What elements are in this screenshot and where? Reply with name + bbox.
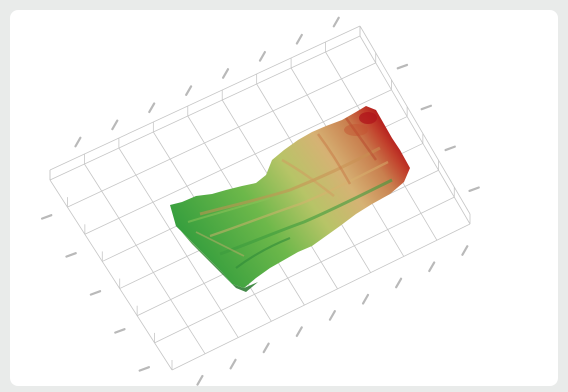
tick-mark [258, 50, 267, 62]
tick-mark [420, 104, 433, 111]
tick-mark [468, 186, 480, 193]
right-tick-label [420, 104, 433, 111]
tick-mark [332, 16, 340, 28]
grid-line-row [67, 62, 376, 208]
tick-mark [138, 366, 151, 372]
terrain-fill [170, 106, 410, 288]
grid-line-col [49, 179, 173, 371]
left-tick-label [138, 366, 151, 372]
tick-mark [65, 252, 77, 258]
tick-mark [295, 33, 303, 45]
top-tick-label [74, 136, 82, 148]
grid-line-row [84, 89, 392, 235]
terrain-surface [170, 106, 410, 292]
tick-mark [74, 136, 82, 148]
bottom-tick-label [295, 326, 303, 338]
tick-mark [148, 102, 156, 114]
grid-line-row [49, 35, 361, 181]
top-tick-label [221, 68, 230, 79]
terrain-texture [187, 112, 393, 269]
right-tick-label [396, 63, 409, 70]
tick-mark [461, 245, 469, 256]
tick-labels [40, 16, 480, 386]
grid-line-row [154, 196, 455, 344]
left-tick-label [89, 290, 102, 296]
grid-line-col [84, 163, 206, 354]
grid-line-col [359, 35, 471, 225]
bottom-tick-label [461, 245, 469, 256]
tick-mark [444, 145, 456, 152]
bottom-tick-label [361, 293, 370, 305]
top-tick-label [295, 33, 303, 45]
top-tick-label [258, 50, 267, 62]
right-tick-label [444, 145, 456, 152]
right-tick-label [468, 186, 480, 193]
tick-mark [114, 328, 126, 334]
bottom-tick-label [196, 374, 204, 386]
left-tick-label [65, 252, 77, 258]
grid-line-row [171, 223, 471, 371]
grid-rail [359, 25, 471, 215]
tick-mark [196, 374, 204, 386]
grid-rail [49, 25, 361, 171]
tick-mark [361, 293, 370, 305]
tick-mark [395, 277, 403, 289]
tick-mark [262, 342, 270, 354]
tick-mark [328, 310, 336, 321]
tick-mark [40, 214, 53, 220]
tick-mark [111, 119, 119, 131]
bottom-tick-label [262, 342, 270, 354]
tick-mark [221, 68, 230, 79]
tick-mark [428, 261, 436, 273]
bottom-tick-label [229, 358, 237, 370]
left-tick-label [40, 214, 53, 220]
tick-mark [185, 85, 193, 97]
grid-line-col [118, 147, 239, 338]
bottom-tick-label [428, 261, 436, 273]
top-tick-label [111, 119, 119, 131]
tick-mark [229, 358, 237, 370]
tick-mark [89, 290, 102, 296]
left-tick-label [114, 328, 126, 334]
tick-mark [295, 326, 303, 338]
bottom-tick-label [328, 310, 336, 321]
tick-mark [396, 63, 409, 70]
top-tick-label [185, 85, 193, 97]
bottom-tick-label [395, 277, 403, 289]
top-tick-label [332, 16, 340, 28]
top-tick-label [148, 102, 156, 114]
